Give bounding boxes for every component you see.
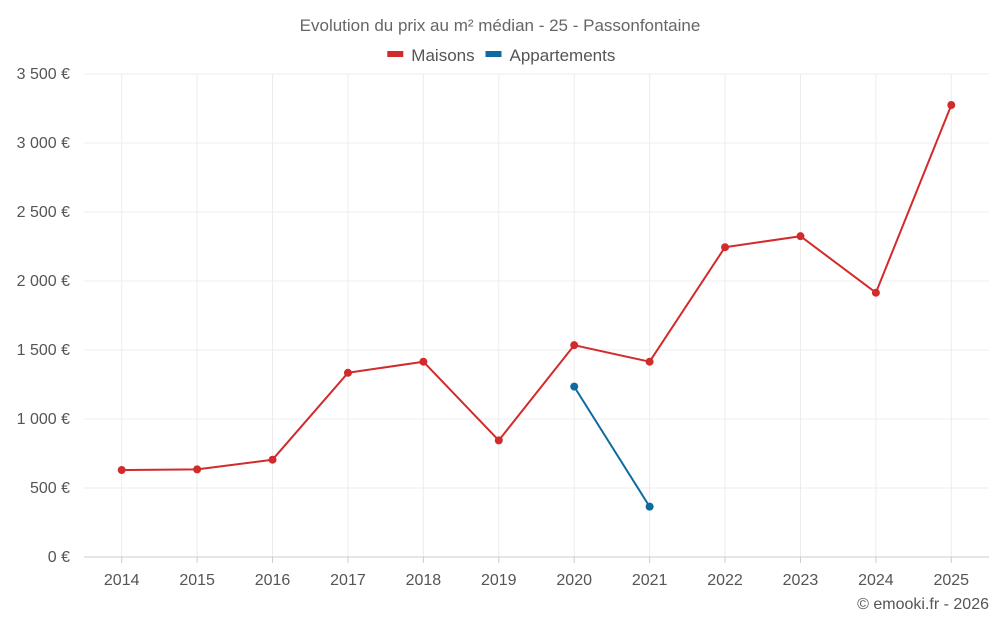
x-tick-label: 2023 <box>783 572 819 589</box>
y-tick-label: 0 € <box>48 549 70 566</box>
data-point[interactable] <box>570 382 579 391</box>
x-tick-label: 2024 <box>858 572 894 589</box>
data-point[interactable] <box>645 502 654 511</box>
data-point[interactable] <box>721 243 730 252</box>
chart-title: Evolution du prix au m² médian - 25 - Pa… <box>300 16 701 35</box>
x-tick-label: 2014 <box>104 572 140 589</box>
y-tick-label: 500 € <box>30 480 70 497</box>
data-point[interactable] <box>494 436 503 445</box>
credit-text: © emooki.fr - 2026 <box>857 596 989 613</box>
y-tick-label: 2 000 € <box>17 273 70 290</box>
x-tick-label: 2019 <box>481 572 517 589</box>
x-tick-label: 2021 <box>632 572 668 589</box>
series-line <box>121 104 953 472</box>
series-maisons <box>117 101 956 475</box>
data-point[interactable] <box>117 466 126 475</box>
data-point[interactable] <box>871 288 880 297</box>
legend-item-maisons[interactable]: Maisons <box>387 46 475 65</box>
x-tick-label: 2020 <box>556 572 592 589</box>
legend-label: Appartements <box>510 46 616 65</box>
data-point[interactable] <box>947 101 956 110</box>
legend: Maisons Appartements <box>387 46 615 65</box>
data-point[interactable] <box>343 368 352 377</box>
series-layer <box>117 101 956 511</box>
series-line <box>573 386 651 508</box>
x-tick-label: 2018 <box>406 572 442 589</box>
x-tick-label: 2015 <box>179 572 215 589</box>
x-tick-label: 2022 <box>707 572 743 589</box>
series-appartements <box>570 382 654 511</box>
legend-swatch <box>485 51 502 57</box>
data-point[interactable] <box>268 455 277 464</box>
axes: 0 € 500 € 1 000 € 1 500 € 2 000 € 2 500 € 3 00… <box>17 66 989 589</box>
data-point[interactable] <box>419 357 428 366</box>
data-point[interactable] <box>645 357 654 366</box>
y-tick-label: 1 500 € <box>17 342 70 359</box>
data-point[interactable] <box>570 341 579 350</box>
legend-item-appartements[interactable]: Appartements <box>485 46 616 65</box>
legend-swatch <box>387 51 404 57</box>
y-tick-label: 3 500 € <box>17 66 70 83</box>
y-tick-label: 2 500 € <box>17 204 70 221</box>
data-point[interactable] <box>796 232 805 241</box>
y-tick-label: 3 000 € <box>17 135 70 152</box>
x-tick-label: 2017 <box>330 572 366 589</box>
y-tick-label: 1 000 € <box>17 411 70 428</box>
gridlines <box>84 73 989 557</box>
x-tick-label: 2025 <box>933 572 969 589</box>
x-tick-label: 2016 <box>255 572 291 589</box>
data-point[interactable] <box>193 465 202 474</box>
legend-label: Maisons <box>411 46 474 65</box>
